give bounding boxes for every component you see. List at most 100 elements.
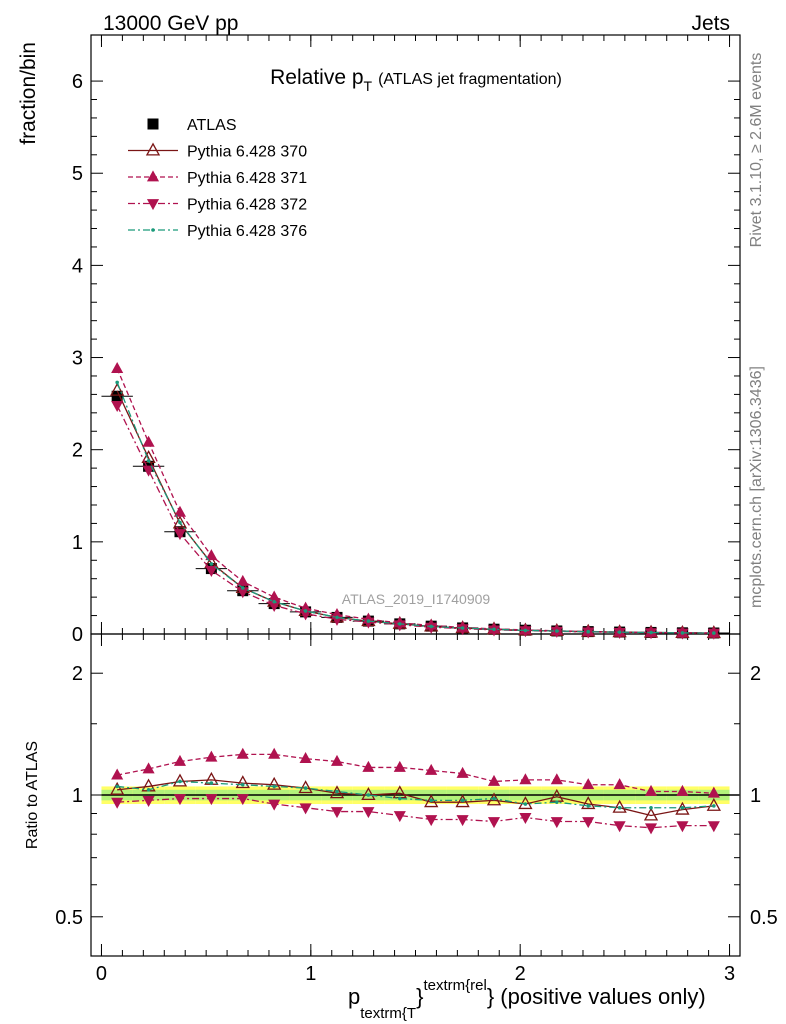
ratio-data-point [267,776,282,790]
ratio-data-point [550,773,563,785]
legend-marker [146,170,160,182]
ratio-data-point [582,778,595,790]
ratio-data-point [644,823,658,835]
x-tick-label: 1 [305,963,316,985]
ratio-data-point [649,805,653,810]
main-title: Relative pT (ATLAS jet fragmentation) [270,66,562,94]
ratio-data-point [146,788,151,792]
ratio-series-group [110,747,721,835]
ratio-data-point [613,821,626,833]
main-series-line [116,382,714,634]
ratio-axes: 0.5 0.5 1 1 2 2 0 1 2 3 [55,634,778,985]
main-data-point [268,601,281,613]
ratio-series-line [117,780,714,809]
ratio-data-point [393,811,406,823]
ratio-data-point [303,786,308,790]
ratio-data-point [205,750,218,762]
main-data-point [111,390,123,402]
main-data-point [110,382,125,396]
ratio-y-tick-label: 1 [72,785,83,807]
ratio-y-tick-label-right: 1 [750,785,761,807]
main-data-point [397,622,402,626]
ratio-data-point [487,774,501,786]
main-series-line [116,405,714,634]
main-data-point [205,549,218,561]
ratio-data-point [330,754,344,766]
ratio-data-point [676,821,689,833]
ratio-data-point [586,804,591,808]
ratio-data-point [366,793,371,797]
ratio-data-point [235,775,250,789]
ratio-data-point [707,786,720,798]
legend-marker [146,199,160,211]
legend-entry-label: Pythia 6.428 371 [187,170,307,187]
ratio-data-point [335,789,339,794]
ratio-data-point [712,804,716,808]
ratio-data-point [362,807,375,819]
main-data-point [209,562,214,566]
main-y-tick-label: 3 [72,348,83,370]
ratio-data-point [425,763,438,775]
ratio-data-point [460,798,465,803]
main-y-tick-label: 2 [72,440,83,462]
main-data-point [523,628,528,633]
main-data-point [172,515,188,529]
ratio-data-point [519,813,532,825]
legend-entry-label: ATLAS [187,117,237,134]
ratio-data-point [492,796,496,801]
header-jets-label: Jets [691,12,730,35]
main-axes: 0 1 2 3 4 5 6 [72,35,740,646]
ratio-data-point [268,799,281,811]
main-y-tick-label: 6 [72,71,83,93]
main-data-point [142,435,155,447]
legend-entry-label: Pythia 6.428 376 [187,223,307,240]
ratio-data-point [644,784,658,796]
ratio-data-point [550,817,563,829]
main-y-tick-label: 1 [72,532,83,554]
ratio-uncertainty-band [101,786,739,805]
header-beam-label: 13000 GeV pp [103,12,238,35]
ratio-data-point [455,794,470,808]
ratio-data-point [612,799,627,813]
ratio-data-point [707,821,720,833]
ratio-data-point [393,760,406,772]
main-y-tick-label: 4 [72,255,83,277]
main-series-group [101,361,730,640]
ratio-data-point [142,762,155,774]
ratio-data-point [456,815,469,827]
main-data-point [173,529,187,541]
ratio-data-point [299,803,312,815]
main-data-point [460,626,465,630]
mcplots-label: mcplots.cern.ch [arXiv:1306.3436] [748,366,765,608]
main-data-point [303,609,308,613]
ratio-data-point [172,773,188,787]
ratio-data-point [429,798,434,803]
main-data-point [272,599,276,604]
rivet-version-label: Rivet 3.1.10, ≥ 2.6M events [748,53,765,248]
main-data-point [142,465,155,477]
main-y-axis-label: fraction/bin [17,42,40,145]
ratio-data-point [240,782,245,787]
ratio-data-point [142,795,155,807]
ratio-data-point [361,787,376,801]
main-data-point [146,458,151,463]
ratio-data-point [582,817,595,829]
ratio-data-point [329,785,345,799]
ratio-data-point [487,817,501,829]
ratio-data-point [111,768,124,780]
ratio-data-point [298,780,313,794]
main-data-point [429,624,434,629]
main-data-point [205,566,218,578]
x-tick-label: 3 [724,963,735,985]
ratio-y-axis-label: Ratio to ATLAS [24,741,41,849]
ratio-data-point [111,797,124,809]
main-data-point [492,627,496,632]
main-data-point [268,590,281,602]
ratio-data-point [330,807,344,819]
ratio-data-point [555,800,559,804]
main-data-point [240,586,245,590]
legend: ATLAS Pythia 6.428 370 Pythia 6.428 371 Pyt… [128,117,307,240]
ratio-data-point [425,815,438,827]
x-tick-label: 2 [515,963,526,985]
